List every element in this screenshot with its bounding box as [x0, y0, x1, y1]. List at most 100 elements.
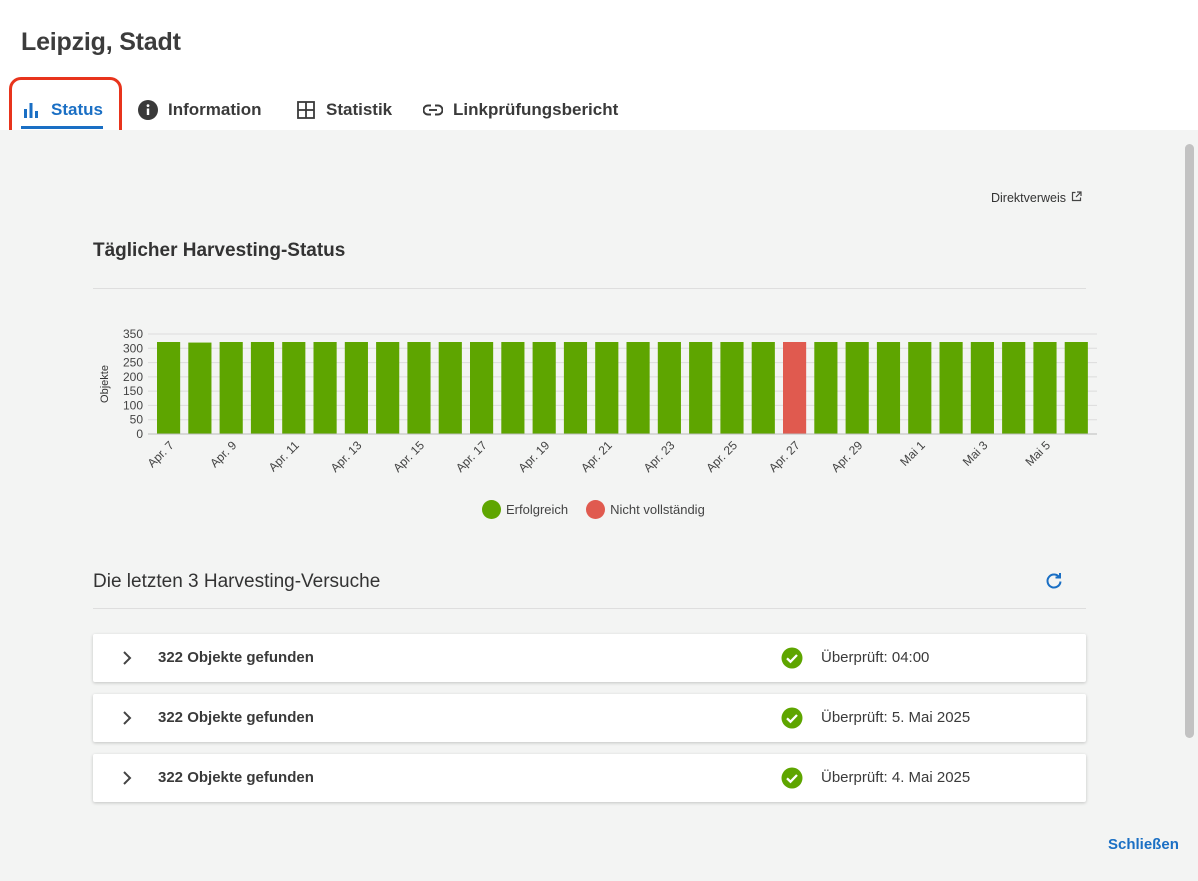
attempt-checked-time: Überprüft: 04:00: [821, 649, 930, 666]
legend-swatch-incomplete: [586, 500, 606, 519]
x-tick-label: Apr. 27: [766, 438, 803, 475]
tab-label: Status: [51, 100, 103, 119]
check-circle-icon: [781, 767, 803, 789]
tab-status[interactable]: Status: [21, 92, 103, 129]
chart-bar: [720, 342, 744, 434]
chart-legend: Erfolgreich Nicht vollständig: [482, 500, 705, 519]
close-button[interactable]: Schließen: [1108, 836, 1179, 853]
chart-bar: [501, 342, 525, 434]
tab-label: Information: [168, 100, 262, 119]
chart-bar: [657, 342, 681, 434]
chart-bar: [595, 342, 619, 434]
x-tick-label: Apr. 15: [390, 438, 427, 475]
chart-bar: [626, 342, 650, 434]
chart-bar: [157, 342, 181, 434]
x-tick-label: Apr. 19: [516, 438, 553, 475]
x-tick-label: Mai 5: [1022, 438, 1053, 469]
x-tick-label: Apr. 29: [829, 438, 866, 475]
info-icon: [138, 100, 158, 120]
legend-label: Erfolgreich: [506, 502, 569, 517]
chart-bar: [876, 342, 901, 434]
x-tick-label: Apr. 23: [641, 438, 678, 475]
attempt-count: 322 Objekte gefunden: [158, 709, 314, 726]
x-tick-label: Apr. 9: [207, 438, 239, 470]
chevron-right-icon: [119, 650, 135, 666]
direct-link-label: Direktverweis: [991, 191, 1067, 205]
tab-information[interactable]: Information: [138, 92, 262, 128]
tab-linkpruefungsbericht[interactable]: Linkprüfungsbericht: [423, 92, 618, 128]
refresh-button[interactable]: [1043, 572, 1065, 594]
chart-bar: [250, 342, 275, 434]
attempt-row[interactable]: 322 Objekte gefunden Überprüft: 4. Mai 2…: [93, 754, 1086, 802]
chart-bar: [908, 342, 932, 434]
x-tick-label: Mai 3: [960, 438, 991, 469]
x-tick-label: Apr. 7: [145, 438, 177, 470]
external-link-icon: [1071, 191, 1082, 205]
chart-bar: [939, 342, 963, 434]
chart-bar: [1064, 342, 1088, 434]
attempt-count: 322 Objekte gefunden: [158, 769, 314, 786]
x-tick-label: Mai 1: [897, 438, 928, 469]
chart-bar: [689, 342, 713, 434]
x-tick-label: Apr. 13: [328, 438, 365, 475]
tab-bar: Status Information Statistik Linkprüfung…: [0, 92, 1198, 130]
legend-item-incomplete: Nicht vollständig: [586, 500, 705, 519]
chart-bar: [970, 342, 994, 434]
tab-statistik[interactable]: Statistik: [296, 92, 392, 128]
chart-bar: [344, 342, 368, 434]
attempt-count: 322 Objekte gefunden: [158, 649, 314, 666]
grid-icon: [296, 100, 316, 120]
legend-item-success: Erfolgreich: [482, 500, 568, 519]
chart-bar: [783, 342, 807, 434]
chart-bar: [188, 342, 212, 434]
chart-bar: [751, 342, 775, 434]
x-tick-label: Apr. 17: [453, 438, 490, 475]
chart-bar: [532, 342, 556, 434]
y-tick-label: 50: [130, 413, 144, 427]
chart-bar: [407, 342, 431, 434]
chevron-right-icon: [119, 710, 135, 726]
check-circle-icon: [781, 647, 803, 669]
chart-bar: [563, 342, 588, 434]
chart-bar: [845, 342, 869, 434]
y-tick-label: 150: [123, 384, 143, 398]
direct-link[interactable]: Direktverweis: [991, 191, 1082, 205]
chart-bar: [438, 342, 462, 434]
x-tick-label: Apr. 11: [266, 438, 302, 474]
refresh-icon: [1045, 572, 1063, 595]
chart-bar: [814, 342, 838, 434]
y-tick-label: 350: [123, 327, 143, 341]
chart-bar: [313, 342, 337, 434]
chart-bar: [282, 342, 306, 434]
tab-label: Statistik: [326, 100, 393, 119]
recent-attempts-title: Die letzten 3 Harvesting-Versuche: [93, 571, 381, 592]
link-icon: [423, 100, 443, 120]
attempt-checked-time: Überprüft: 5. Mai 2025: [821, 709, 971, 726]
divider: [93, 288, 1086, 289]
x-tick-label: Apr. 21: [578, 438, 615, 475]
scrollbar-thumb[interactable]: [1185, 144, 1194, 738]
y-axis-label: Objekte: [99, 365, 111, 403]
chart-bar: [376, 342, 400, 434]
legend-swatch-success: [482, 500, 501, 519]
bar-chart-icon: [21, 100, 41, 120]
chart-bar: [1033, 342, 1057, 434]
attempt-checked-time: Überprüft: 4. Mai 2025: [821, 769, 971, 786]
tab-label: Linkprüfungsbericht: [453, 100, 619, 119]
y-tick-label: 250: [123, 356, 143, 370]
attempt-row[interactable]: 322 Objekte gefunden Überprüft: 04:00: [93, 634, 1086, 682]
y-tick-label: 300: [123, 341, 143, 355]
attempt-row[interactable]: 322 Objekte gefunden Überprüft: 5. Mai 2…: [93, 694, 1086, 742]
daily-status-title: Täglicher Harvesting-Status: [93, 240, 346, 261]
chevron-right-icon: [119, 770, 135, 786]
y-tick-label: 100: [123, 398, 143, 412]
check-circle-icon: [781, 707, 803, 729]
divider: [93, 608, 1086, 609]
legend-label: Nicht vollständig: [610, 502, 705, 517]
x-tick-label: Apr. 25: [703, 438, 740, 475]
chart-bar: [470, 342, 494, 434]
chart-bar: [219, 342, 243, 434]
y-tick-label: 0: [136, 427, 143, 441]
chart-bar: [1002, 342, 1026, 434]
